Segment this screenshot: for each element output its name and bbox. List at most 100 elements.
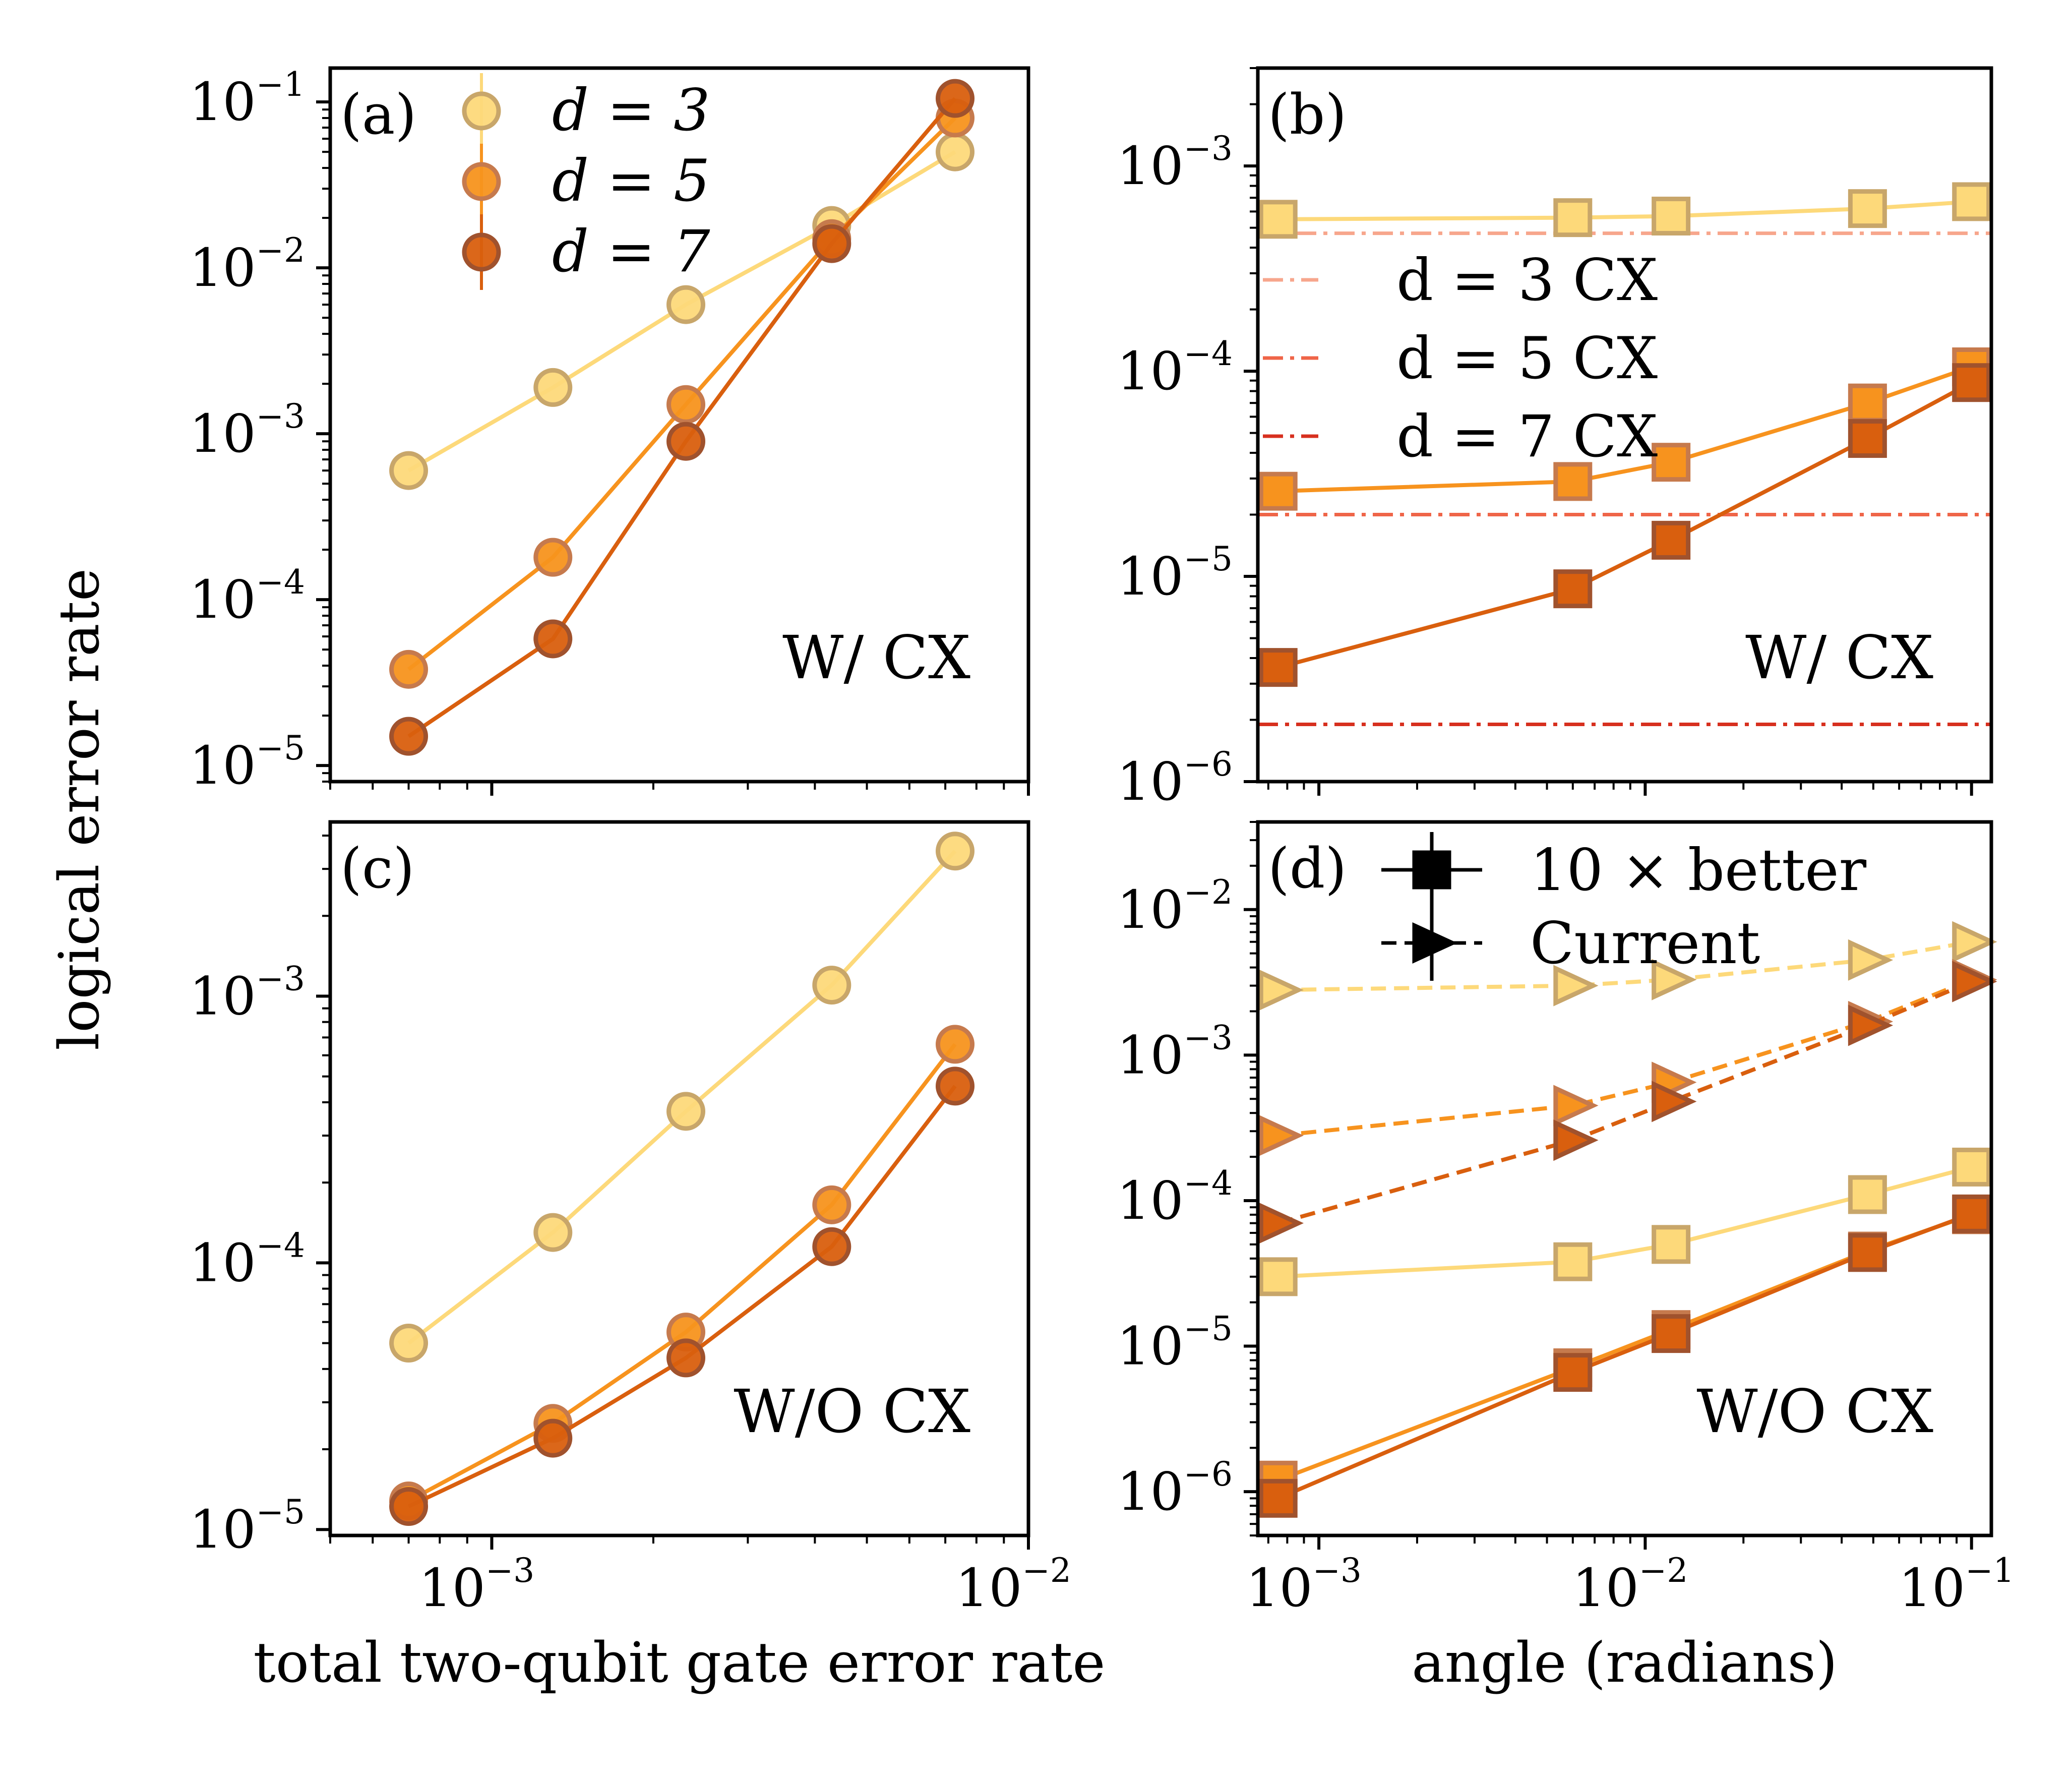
data-point: [1652, 959, 1697, 1000]
data-point: [1553, 1242, 1593, 1281]
data-point: [666, 1092, 706, 1131]
data-point: [1553, 1353, 1593, 1392]
legend-label: d = 5: [552, 147, 710, 214]
data-point: [1952, 182, 1991, 221]
data-point: [812, 1185, 851, 1224]
x-tick-label: 10−3: [419, 1551, 535, 1619]
series-line: [1278, 939, 1972, 992]
y-tick-label: 10−5: [1117, 1310, 1233, 1377]
data-point: [1652, 1081, 1697, 1122]
data-point: [812, 1227, 851, 1266]
data-point: [1848, 189, 1887, 228]
data-point: [389, 451, 429, 490]
data-point: [1553, 1119, 1599, 1161]
data-point: [1848, 1004, 1894, 1046]
y-tick-label: 10−4: [1117, 1164, 1233, 1231]
panel-b: 10−3 10−4 10−5 10−6 (b) W/ CX d = 3 CX d = 5 CX…: [1117, 66, 1993, 812]
data-point: [533, 1213, 573, 1252]
x-axis-label: angle (radians): [1412, 1630, 1838, 1695]
data-point: [1952, 1194, 1991, 1233]
plot-frame: [328, 820, 1030, 1537]
plot-frame: [328, 66, 1030, 784]
data-point: [1952, 363, 1991, 402]
data-point: [1553, 1085, 1599, 1127]
legend-label: d = 7: [552, 218, 710, 285]
panel-note: W/ CX: [782, 623, 970, 692]
data-point: [1848, 419, 1887, 458]
data-point: [1553, 462, 1593, 501]
data-point: [1258, 1257, 1298, 1296]
y-tick-label: 10−6: [1117, 1455, 1233, 1522]
data-point: [533, 368, 573, 407]
panel-note: W/O CX: [1696, 1377, 1933, 1446]
data-point: [1258, 1478, 1298, 1518]
x-tick-label: 10−3: [1246, 1551, 1362, 1619]
legend-label: d = 5 CX: [1396, 325, 1658, 392]
figure-ylabel: logical error rate: [47, 568, 111, 1050]
panel-c: 10−3 10−4 10−5 10−3 10−2 (c) W/O CX total two-q…: [189, 820, 1106, 1695]
panel-note: W/O CX: [734, 1377, 970, 1446]
data-point: [533, 619, 573, 659]
data-point: [1258, 648, 1298, 687]
data-point: [812, 966, 851, 1005]
data-point: [1952, 1147, 1991, 1187]
legend-marker: [462, 91, 501, 131]
data-point: [1258, 200, 1298, 239]
x-axis-label: total two-qubit gate error rate: [254, 1630, 1106, 1695]
series-line: [1277, 979, 1973, 1225]
data-point: [936, 1025, 975, 1064]
legend-marker: [462, 232, 501, 272]
x-tick-label: 10−2: [1572, 1551, 1688, 1619]
y-tick-label: 10−3: [189, 959, 305, 1027]
legend-marker: [1412, 850, 1451, 890]
y-tick-label: 10−6: [1117, 745, 1233, 812]
y-tick-label: 10−3: [1117, 129, 1233, 197]
data-point: [389, 649, 429, 689]
data-point: [1848, 383, 1887, 423]
plot-frame: [1256, 66, 1993, 784]
y-tick-label: 10−2: [189, 231, 305, 299]
data-point: [666, 1338, 706, 1378]
data-point: [1848, 939, 1894, 981]
legend-label: Current: [1530, 910, 1760, 977]
data-point: [1553, 965, 1599, 1007]
data-point: [1553, 198, 1593, 238]
data-point: [1952, 921, 1997, 963]
y-tick-label: 10−5: [189, 1493, 305, 1560]
data-point: [1652, 443, 1691, 482]
data-point: [1652, 1314, 1691, 1353]
x-tick-label: 10−1: [1899, 1551, 2015, 1619]
legend-label: 10 × better: [1530, 837, 1867, 904]
y-tick-label: 10−4: [189, 563, 305, 630]
data-point: [389, 1487, 429, 1526]
data-point: [1258, 1202, 1304, 1244]
y-tick-label: 10−1: [189, 65, 305, 133]
panel-tag: (b): [1268, 82, 1347, 147]
legend-marker: [1412, 922, 1457, 964]
data-point: [936, 79, 975, 118]
data-point: [1652, 520, 1691, 560]
y-tick-label: 10−3: [1117, 1018, 1233, 1086]
data-point: [1848, 1233, 1887, 1272]
data-point: [1553, 569, 1593, 609]
y-tick-label: 10−5: [1117, 540, 1233, 607]
data-point: [936, 132, 975, 171]
data-point: [1258, 1114, 1304, 1156]
panel-d: 10−210−310−410−510−610−3 10−2 10−1(d)W/O C…: [1117, 820, 2015, 1695]
y-tick-label: 10−4: [189, 1226, 305, 1293]
legend-marker: [462, 162, 501, 201]
data-point: [1652, 197, 1691, 236]
panel-tag: (c): [340, 836, 414, 901]
legend-label: d = 3 CX: [1396, 247, 1658, 314]
data-point: [389, 1324, 429, 1363]
panel-a: 10−1 10−2 10−3 10−4 10−5 (a) W/ CX d = 3d = 5d …: [189, 65, 1030, 796]
data-point: [812, 224, 851, 263]
panel-note: W/ CX: [1745, 623, 1933, 692]
data-point: [936, 832, 975, 871]
data-point: [1652, 1225, 1691, 1264]
data-point: [533, 538, 573, 577]
panel-tag: (a): [340, 82, 416, 147]
panel-tag: (d): [1268, 836, 1347, 901]
data-point: [1258, 969, 1304, 1011]
